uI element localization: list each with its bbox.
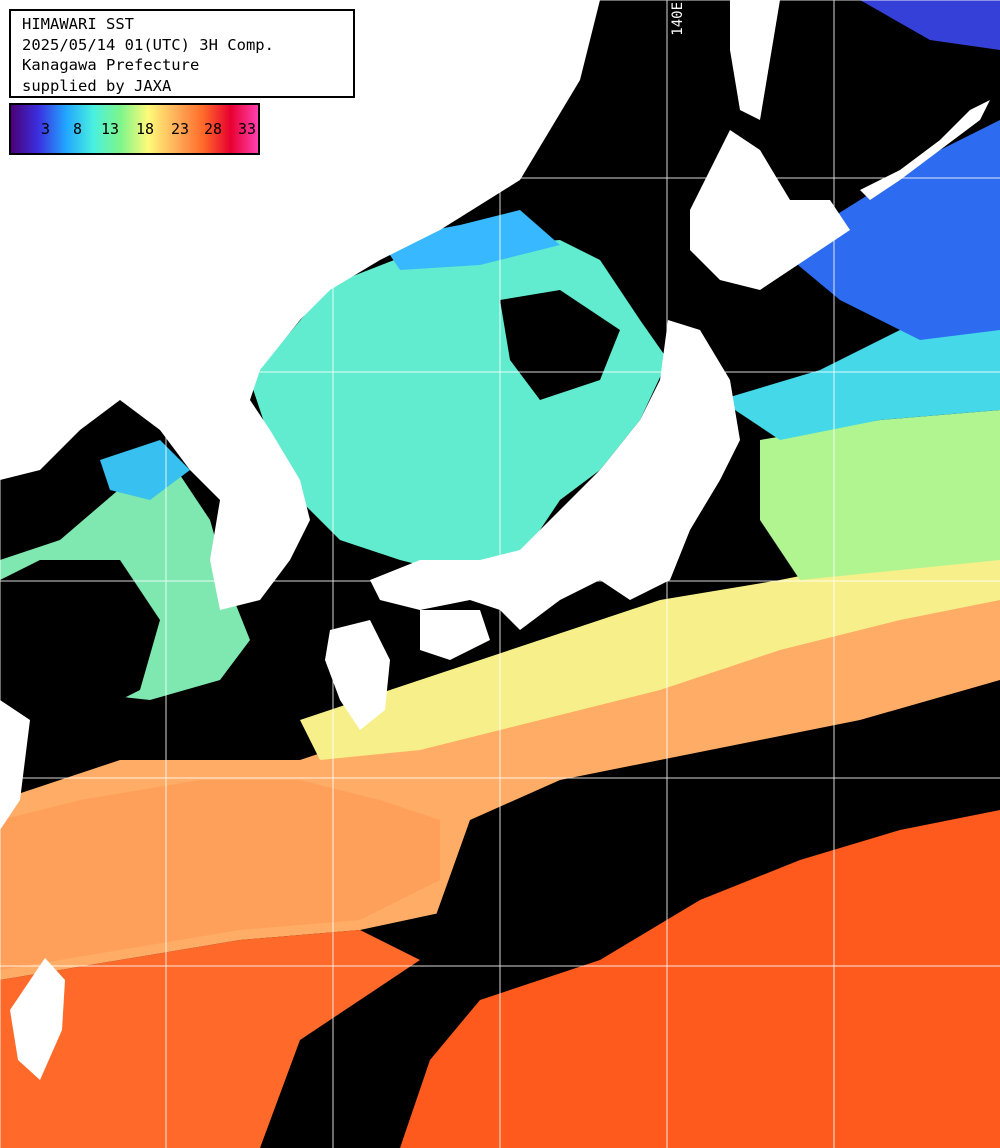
land-hokkaido (690, 130, 850, 290)
kuroshio-yellow-sst (300, 540, 1000, 760)
east-cool-sst (720, 320, 1000, 440)
sea-of-japan-north-sst (380, 210, 560, 270)
legend-tick-33: 33 (238, 120, 257, 138)
cloud-patch (420, 680, 1000, 990)
legend-color-bar (11, 105, 258, 153)
legend-tick-28: 28 (204, 120, 223, 138)
land-kurils (860, 100, 990, 200)
south-hot-sst (0, 930, 420, 1148)
far-north-cold-sst (860, 0, 1000, 50)
land-china-south (0, 700, 30, 830)
legend-tick-8: 8 (73, 120, 83, 138)
land-kyushu (325, 620, 390, 730)
bohai-sst (100, 440, 190, 500)
southwest-orange-sst (0, 780, 440, 970)
land-taiwan (10, 958, 65, 1080)
legend-tick-23: 23 (171, 120, 190, 138)
okhotsk-cold-sst (780, 120, 1000, 340)
east-mild-sst (760, 410, 1000, 580)
region-label: Kanagawa Prefecture (22, 56, 200, 74)
color-legend: 3 8 13 18 23 28 33 (9, 103, 260, 155)
legend-tick-18: 18 (136, 120, 155, 138)
longitude-label: 140E (670, 2, 686, 36)
cloud-patch (0, 560, 160, 720)
legend-tick-13: 13 (101, 120, 120, 138)
timestamp: 2025/05/14 01(UTC) 3H Comp. (22, 35, 274, 54)
land-sakhalin (730, 0, 780, 120)
land-honshu (370, 320, 740, 630)
legend-tick-labels: 3 8 13 18 23 28 33 (11, 105, 258, 153)
info-box: HIMAWARI SST 2025/05/14 01(UTC) 3H Comp.… (9, 9, 355, 98)
land-shikoku (420, 610, 490, 660)
southeast-hot-sst (400, 810, 1000, 1148)
legend-tick-3: 3 (41, 120, 51, 138)
supplier-label: supplied by JAXA (22, 76, 172, 95)
product-title: HIMAWARI SST (22, 15, 134, 33)
latitude-label: 40N (6, 352, 32, 368)
